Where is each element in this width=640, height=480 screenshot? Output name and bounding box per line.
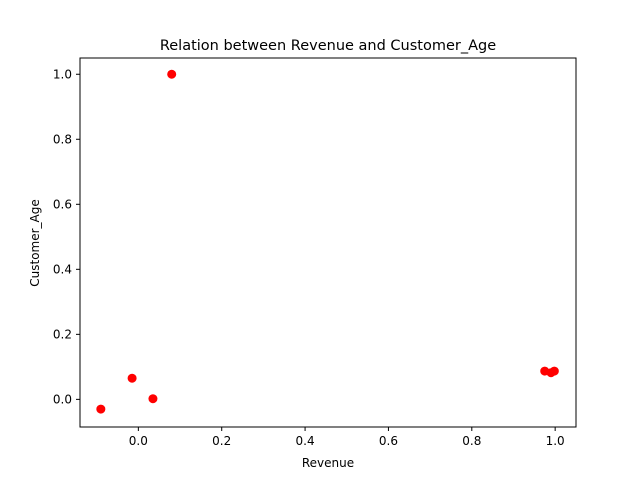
data-points: [96, 69, 559, 414]
y-tick-label: 0.8: [53, 132, 72, 146]
chart-title: Relation between Revenue and Customer_Ag…: [160, 38, 496, 54]
y-tick-label: 0.4: [53, 262, 72, 276]
plot-area: 0.0 0.2 0.4 0.6 0.8 1.0 0.0 0.2 0.4 0.6 0.8 1.0: [53, 57, 577, 448]
y-axis-title: Customer_Age: [28, 199, 42, 287]
y-tick-label: 0.0: [53, 392, 72, 406]
scatter-point: [549, 366, 559, 376]
scatter-point: [127, 373, 137, 383]
x-tick-label: 0.6: [379, 434, 398, 448]
y-tick-label: 0.2: [53, 327, 72, 341]
x-axis-ticks: 0.0 0.2 0.4 0.6 0.8 1.0: [129, 427, 565, 448]
x-tick-label: 0.2: [212, 434, 231, 448]
plot-frame: [79, 57, 577, 428]
x-axis-title: Revenue: [302, 456, 354, 470]
y-tick-label: 0.6: [53, 197, 72, 211]
x-tick-label: 0.0: [129, 434, 148, 448]
y-tick-label: 1.0: [53, 67, 72, 81]
scatter-point: [148, 394, 158, 404]
scatter-point: [167, 69, 177, 79]
x-tick-label: 0.4: [296, 434, 315, 448]
x-tick-label: 1.0: [546, 434, 565, 448]
x-tick-label: 0.8: [462, 434, 481, 448]
y-axis-ticks: 0.0 0.2 0.4 0.6 0.8 1.0: [53, 67, 80, 406]
scatter-point: [96, 404, 106, 414]
